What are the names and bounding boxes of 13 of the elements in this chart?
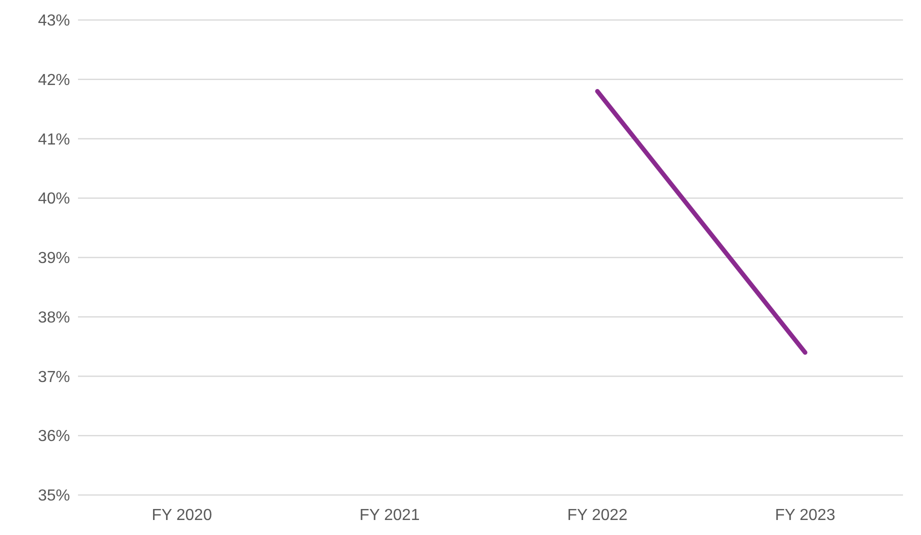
- x-tick-label: FY 2021: [360, 507, 420, 524]
- x-tick-label: FY 2022: [567, 507, 628, 524]
- y-tick-label: 37%: [38, 368, 70, 386]
- x-tick-label: FY 2020: [152, 507, 212, 524]
- y-tick-label: 36%: [38, 428, 70, 446]
- y-tick-label: 40%: [38, 190, 70, 208]
- y-tick-label: 38%: [38, 309, 70, 326]
- y-tick-label: 41%: [38, 131, 70, 148]
- y-tick-label: 39%: [38, 250, 70, 268]
- x-tick-label: FY 2023: [775, 507, 836, 524]
- y-tick-label: 43%: [38, 12, 70, 30]
- y-tick-label: 42%: [38, 72, 70, 89]
- y-tick-label: 35%: [38, 488, 70, 505]
